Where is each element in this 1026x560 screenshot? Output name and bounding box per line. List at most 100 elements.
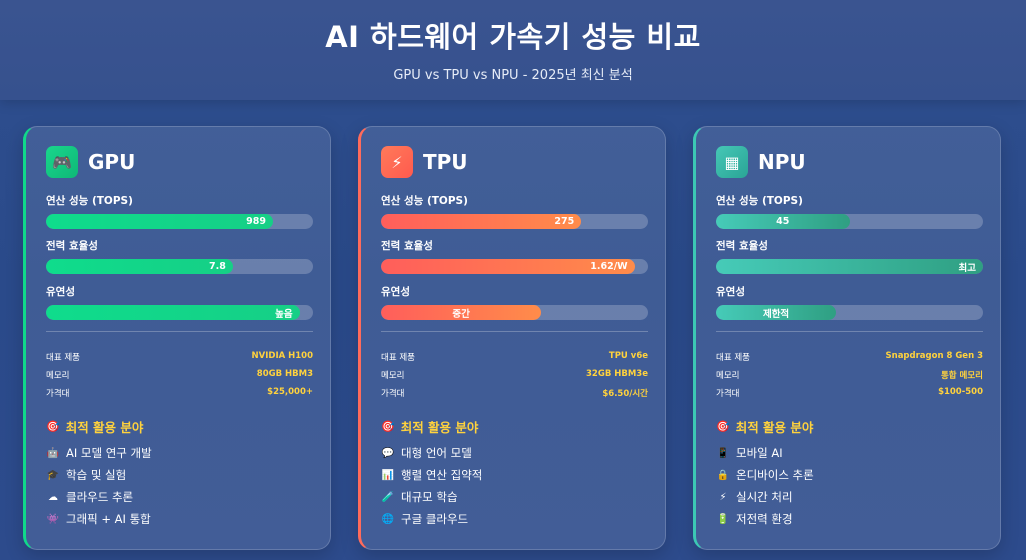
spec-key: 대표 제품 xyxy=(381,353,415,363)
chat-icon: 💬 xyxy=(381,447,395,459)
metric-label: 연산 성능 (TOPS) xyxy=(381,195,468,207)
use-item: 🧪 대규모 학습 xyxy=(381,489,458,505)
use-item: 🔒 온디바이스 추론 xyxy=(716,467,814,483)
flask-icon: 🧪 xyxy=(381,491,395,503)
use-item: ☁ 클라우드 추론 xyxy=(46,489,133,505)
flexibility-bar: 제한적 xyxy=(716,305,837,320)
spec-key: 메모리 xyxy=(716,371,740,381)
spec-key: 대표 제품 xyxy=(46,353,80,363)
spec-key: 가격대 xyxy=(46,389,70,399)
spec-value: 80GB HBM3 xyxy=(256,369,313,379)
use-item: 🔋 저전력 환경 xyxy=(716,511,793,527)
use-item-label: AI 모델 연구 개발 xyxy=(66,446,152,460)
performance-bar-track: 989 xyxy=(46,214,313,229)
use-item: 🤖 AI 모델 연구 개발 xyxy=(46,445,152,461)
spec-value: $25,000+ xyxy=(267,387,313,397)
efficiency-bar-track: 1.62/W xyxy=(381,259,648,274)
use-item: 📊 행렬 연산 집약적 xyxy=(381,467,483,483)
page-title: AI 하드웨어 가속기 성능 비교 xyxy=(325,20,701,54)
spec-memory: 메모리 80GB HBM3 xyxy=(46,369,313,381)
tablet-icon: ▦ xyxy=(716,146,748,178)
lightning-icon: ⚡ xyxy=(719,491,727,503)
use-item-label: 실시간 처리 xyxy=(736,490,793,504)
performance-bar: 989 xyxy=(46,214,273,229)
metric-efficiency: 전력 효율성 1.62/W xyxy=(381,238,648,274)
spec-product: 대표 제품 TPU v6e xyxy=(381,351,648,363)
mobile-icon: 📱 xyxy=(716,447,730,459)
spec-price: 가격대 $25,000+ xyxy=(46,387,313,399)
spec-key: 가격대 xyxy=(716,389,740,399)
metric-flexibility: 유연성 높음 xyxy=(46,284,313,320)
use-item: 📱 모바일 AI xyxy=(716,445,783,461)
metric-label: 전력 효율성 xyxy=(716,240,768,252)
graduation-cap-icon: 🎓 xyxy=(46,469,60,481)
divider xyxy=(46,331,313,332)
lightning-icon: ⚡ xyxy=(381,146,413,178)
battery-icon: 🔋 xyxy=(716,513,730,525)
page-header: AI 하드웨어 가속기 성능 비교 GPU vs TPU vs NPU - 20… xyxy=(0,0,1026,100)
efficiency-bar: 7.8 xyxy=(46,259,233,274)
spec-value: TPU v6e xyxy=(608,351,648,361)
metric-label: 유연성 xyxy=(381,286,410,298)
efficiency-bar: 1.62/W xyxy=(381,259,635,274)
page-subtitle: GPU vs TPU vs NPU - 2025년 최신 분석 xyxy=(393,68,633,83)
controller-icon: 👾 xyxy=(46,513,60,525)
target-icon: 🎯 xyxy=(381,420,395,433)
efficiency-bar: 최고 xyxy=(716,259,983,274)
metric-efficiency: 전력 효율성 7.8 xyxy=(46,238,313,274)
flexibility-bar-track: 제한적 xyxy=(716,305,983,320)
spec-price: 가격대 $100-500 xyxy=(716,387,983,399)
flexibility-bar: 중간 xyxy=(381,305,542,320)
best-use-title: 🎯 최적 활용 분야 xyxy=(381,417,478,436)
card-npu: ▦ NPU 연산 성능 (TOPS) 45 전력 효율성 최고 유연성 제한적 … xyxy=(693,126,1001,550)
use-item-label: 저전력 환경 xyxy=(736,512,793,526)
robot-icon: 🤖 xyxy=(46,447,60,459)
metric-label: 전력 효율성 xyxy=(46,240,98,252)
performance-bar-track: 275 xyxy=(381,214,648,229)
spec-price: 가격대 $6.50/시간 xyxy=(381,387,648,399)
spec-value: 통합 메모리 xyxy=(940,371,983,381)
spec-memory: 메모리 통합 메모리 xyxy=(716,369,983,381)
best-use-label: 최적 활용 분야 xyxy=(400,420,479,435)
card-tpu: ⚡ TPU 연산 성능 (TOPS) 275 전력 효율성 1.62/W 유연성… xyxy=(358,126,666,550)
spec-value: Snapdragon 8 Gen 3 xyxy=(885,351,983,361)
use-item: 👾 그래픽 + AI 통합 xyxy=(46,511,151,527)
use-item-label: 행렬 연산 집약적 xyxy=(401,468,483,482)
card-header: 🎮 GPU xyxy=(46,145,135,179)
best-use-label: 최적 활용 분야 xyxy=(65,420,144,435)
performance-bar-track: 45 xyxy=(716,214,983,229)
card-title: GPU xyxy=(88,150,136,174)
metric-performance: 연산 성능 (TOPS) 989 xyxy=(46,193,313,229)
divider xyxy=(381,331,648,332)
flexibility-bar: 높음 xyxy=(46,305,300,320)
use-item-label: 대규모 학습 xyxy=(401,490,458,504)
use-item-label: 그래픽 + AI 통합 xyxy=(66,512,151,526)
flexibility-bar-track: 높음 xyxy=(46,305,313,320)
bar-chart-icon: 📊 xyxy=(381,469,395,481)
use-item-label: 학습 및 실험 xyxy=(66,468,127,482)
spec-key: 메모리 xyxy=(381,371,405,381)
flexibility-bar-track: 중간 xyxy=(381,305,648,320)
spec-product: 대표 제품 Snapdragon 8 Gen 3 xyxy=(716,351,983,363)
metric-label: 연산 성능 (TOPS) xyxy=(716,195,803,207)
use-item: 🌐 구글 클라우드 xyxy=(381,511,468,527)
globe-icon: 🌐 xyxy=(381,513,395,525)
use-item-label: 대형 언어 모델 xyxy=(401,446,472,460)
efficiency-bar-track: 7.8 xyxy=(46,259,313,274)
best-use-label: 최적 활용 분야 xyxy=(735,420,814,435)
target-icon: 🎯 xyxy=(46,420,60,433)
performance-bar: 275 xyxy=(381,214,582,229)
spec-key: 메모리 xyxy=(46,371,70,381)
lock-icon: 🔒 xyxy=(716,469,730,481)
card-title: TPU xyxy=(423,150,468,174)
spec-key: 대표 제품 xyxy=(716,353,750,363)
card-gpu: 🎮 GPU 연산 성능 (TOPS) 989 전력 효율성 7.8 유연성 높음… xyxy=(23,126,331,550)
use-item: ⚡ 실시간 처리 xyxy=(716,489,793,505)
metric-performance: 연산 성능 (TOPS) 45 xyxy=(716,193,983,229)
metric-label: 연산 성능 (TOPS) xyxy=(46,195,133,207)
metric-label: 유연성 xyxy=(716,286,745,298)
gamepad-icon: 🎮 xyxy=(46,146,78,178)
best-use-title: 🎯 최적 활용 분야 xyxy=(46,417,143,436)
spec-memory: 메모리 32GB HBM3e xyxy=(381,369,648,381)
target-icon: 🎯 xyxy=(716,420,730,433)
